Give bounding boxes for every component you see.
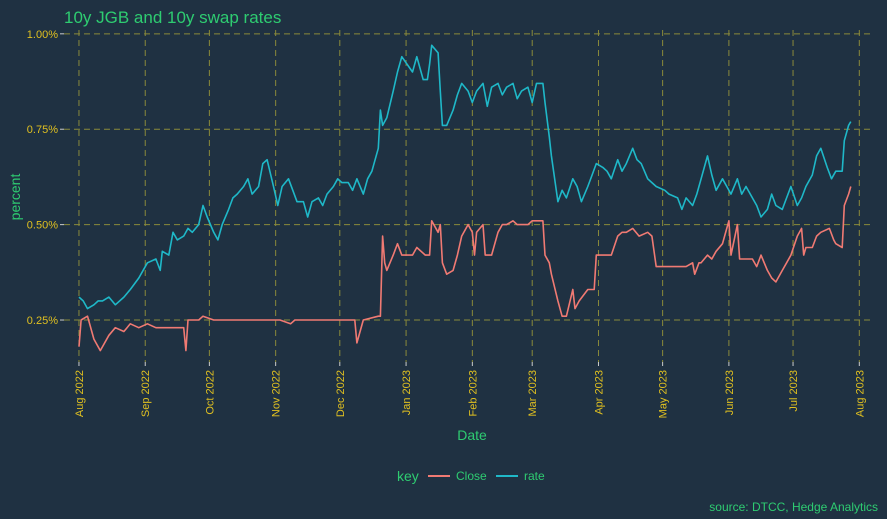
series-line-rate [78,44,852,310]
y-tick-label: 0.50% [27,220,58,232]
x-axis-label: Date [457,427,487,443]
x-tick-label: Jul 2023 [788,370,800,412]
y-tick-label: 0.25% [27,315,58,327]
source-note: source: DTCC, Hedge Analytics [709,500,878,514]
legend-label-rate: rate [524,469,545,483]
x-tick-label: Sep 2022 [140,370,152,417]
x-tick-label: Dec 2022 [335,370,347,417]
x-tick-label: Apr 2023 [593,370,605,415]
y-tick-label: 1.00% [27,29,58,41]
x-tick-label: Jan 2023 [401,370,413,415]
series-line-close [78,186,852,352]
x-tick-label: Feb 2023 [467,370,479,416]
x-tick-label: Oct 2022 [204,370,216,415]
legend: key Close rate [397,468,545,484]
y-axis-label: percent [7,174,23,221]
y-tick-label: 0.75% [27,124,58,136]
y-axis: 0.25% 0.50% 0.75% 1.00% [27,29,64,327]
x-tick-label: May 2023 [658,370,670,418]
chart-title: 10y JGB and 10y swap rates [64,8,281,27]
x-tick-label: Nov 2022 [271,370,283,417]
x-axis: Aug 2022 Sep 2022 Oct 2022 Nov 2022 Dec 2022… [74,362,866,418]
x-tick-label: Jun 2023 [724,370,736,415]
series-layer [78,44,852,352]
x-tick-label: Aug 2023 [854,370,866,417]
legend-label-close: Close [456,469,487,483]
x-tick-label: Aug 2022 [74,370,86,417]
grid-layer [64,30,870,362]
legend-title: key [397,468,419,484]
x-tick-label: Mar 2023 [527,370,539,416]
